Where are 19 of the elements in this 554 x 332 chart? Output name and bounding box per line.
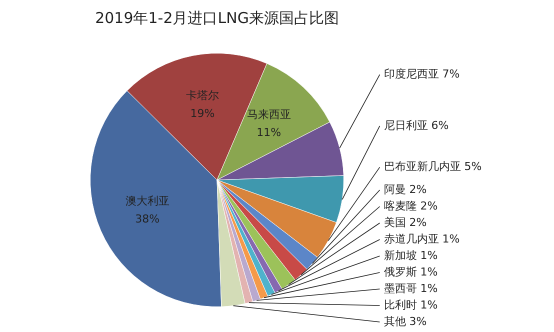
slice-label: 印度尼西亚 7%: [384, 67, 460, 80]
slice-label: 新加坡 1%: [384, 248, 438, 262]
slice-label: 赤道几内亚 1%: [384, 232, 460, 246]
slice-label: 美国 2%: [384, 216, 427, 229]
slice-label: 俄罗斯 1%: [384, 265, 438, 278]
data-label: 11%: [256, 126, 282, 140]
chart-title: 2019年1-2月进口LNG来源国占比图: [95, 8, 339, 27]
slice-label: 卡塔尔: [186, 89, 219, 102]
slice-label: 马来西亚: [246, 108, 291, 122]
slice-label: 其他 3%: [384, 314, 427, 328]
slice-label: 澳大利亚: [125, 194, 170, 208]
slice-label: 墨西哥 1%: [384, 282, 438, 295]
slice-label: 尼日利亚 6%: [384, 118, 449, 132]
slice-label: 比利时 1%: [384, 298, 438, 312]
slice-label: 喀麦隆 2%: [384, 199, 438, 212]
slice-label: 阿曼 2%: [384, 182, 427, 196]
data-label: 19%: [190, 107, 215, 120]
slice-label: 巴布亚新几内亚 5%: [384, 160, 482, 174]
data-label: 38%: [135, 212, 160, 226]
